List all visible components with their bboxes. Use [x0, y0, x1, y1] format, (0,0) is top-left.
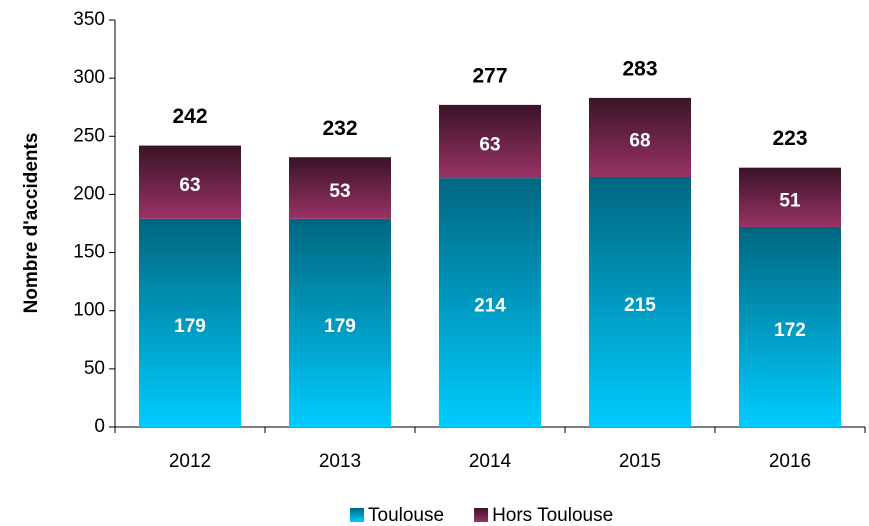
data-label: 214	[474, 296, 506, 317]
y-tick-label: 300	[73, 67, 105, 88]
data-label: 179	[174, 316, 206, 337]
data-label: 172	[774, 320, 806, 341]
y-tick-label: 0	[94, 416, 105, 437]
legend-swatch	[474, 508, 489, 522]
bar-segment	[289, 218, 391, 427]
y-axis-label: Nombre d'accidents	[21, 133, 42, 314]
bar-segment	[439, 178, 541, 427]
x-tick-label: 2012	[169, 451, 211, 472]
y-tick-label: 50	[84, 358, 105, 379]
legend-label: Hors Toulouse	[492, 505, 613, 526]
y-tick-label: 200	[73, 183, 105, 204]
legend-label: Toulouse	[368, 505, 444, 526]
legend-swatch	[350, 508, 364, 522]
bar-segment	[139, 145, 241, 219]
x-tick-label: 2013	[319, 451, 361, 472]
data-label: 63	[179, 175, 200, 196]
data-label: 63	[479, 135, 500, 156]
y-tick-label: 250	[73, 125, 105, 146]
bar-segment	[439, 104, 541, 179]
total-label: 242	[172, 105, 207, 128]
y-tick-label: 150	[73, 242, 105, 263]
total-label: 223	[772, 127, 807, 150]
bar-segment	[139, 218, 241, 427]
data-label: 215	[624, 295, 656, 316]
bar-segment	[739, 226, 841, 427]
x-tick-label: 2015	[619, 451, 661, 472]
y-tick-label: 100	[73, 300, 105, 321]
x-tick-label: 2014	[469, 451, 512, 472]
total-label: 277	[472, 64, 507, 87]
y-tick-label: 350	[73, 9, 105, 30]
data-label: 179	[324, 316, 356, 337]
bar-segment	[739, 167, 841, 227]
total-label: 283	[622, 57, 657, 80]
bar-segment	[289, 157, 391, 219]
data-label: 51	[779, 190, 801, 211]
bar-segment	[589, 97, 691, 177]
data-label: 68	[629, 130, 650, 151]
x-tick-label: 2016	[769, 451, 811, 472]
bar-segment	[589, 176, 691, 427]
data-label: 53	[329, 181, 350, 202]
total-label: 232	[322, 117, 357, 140]
